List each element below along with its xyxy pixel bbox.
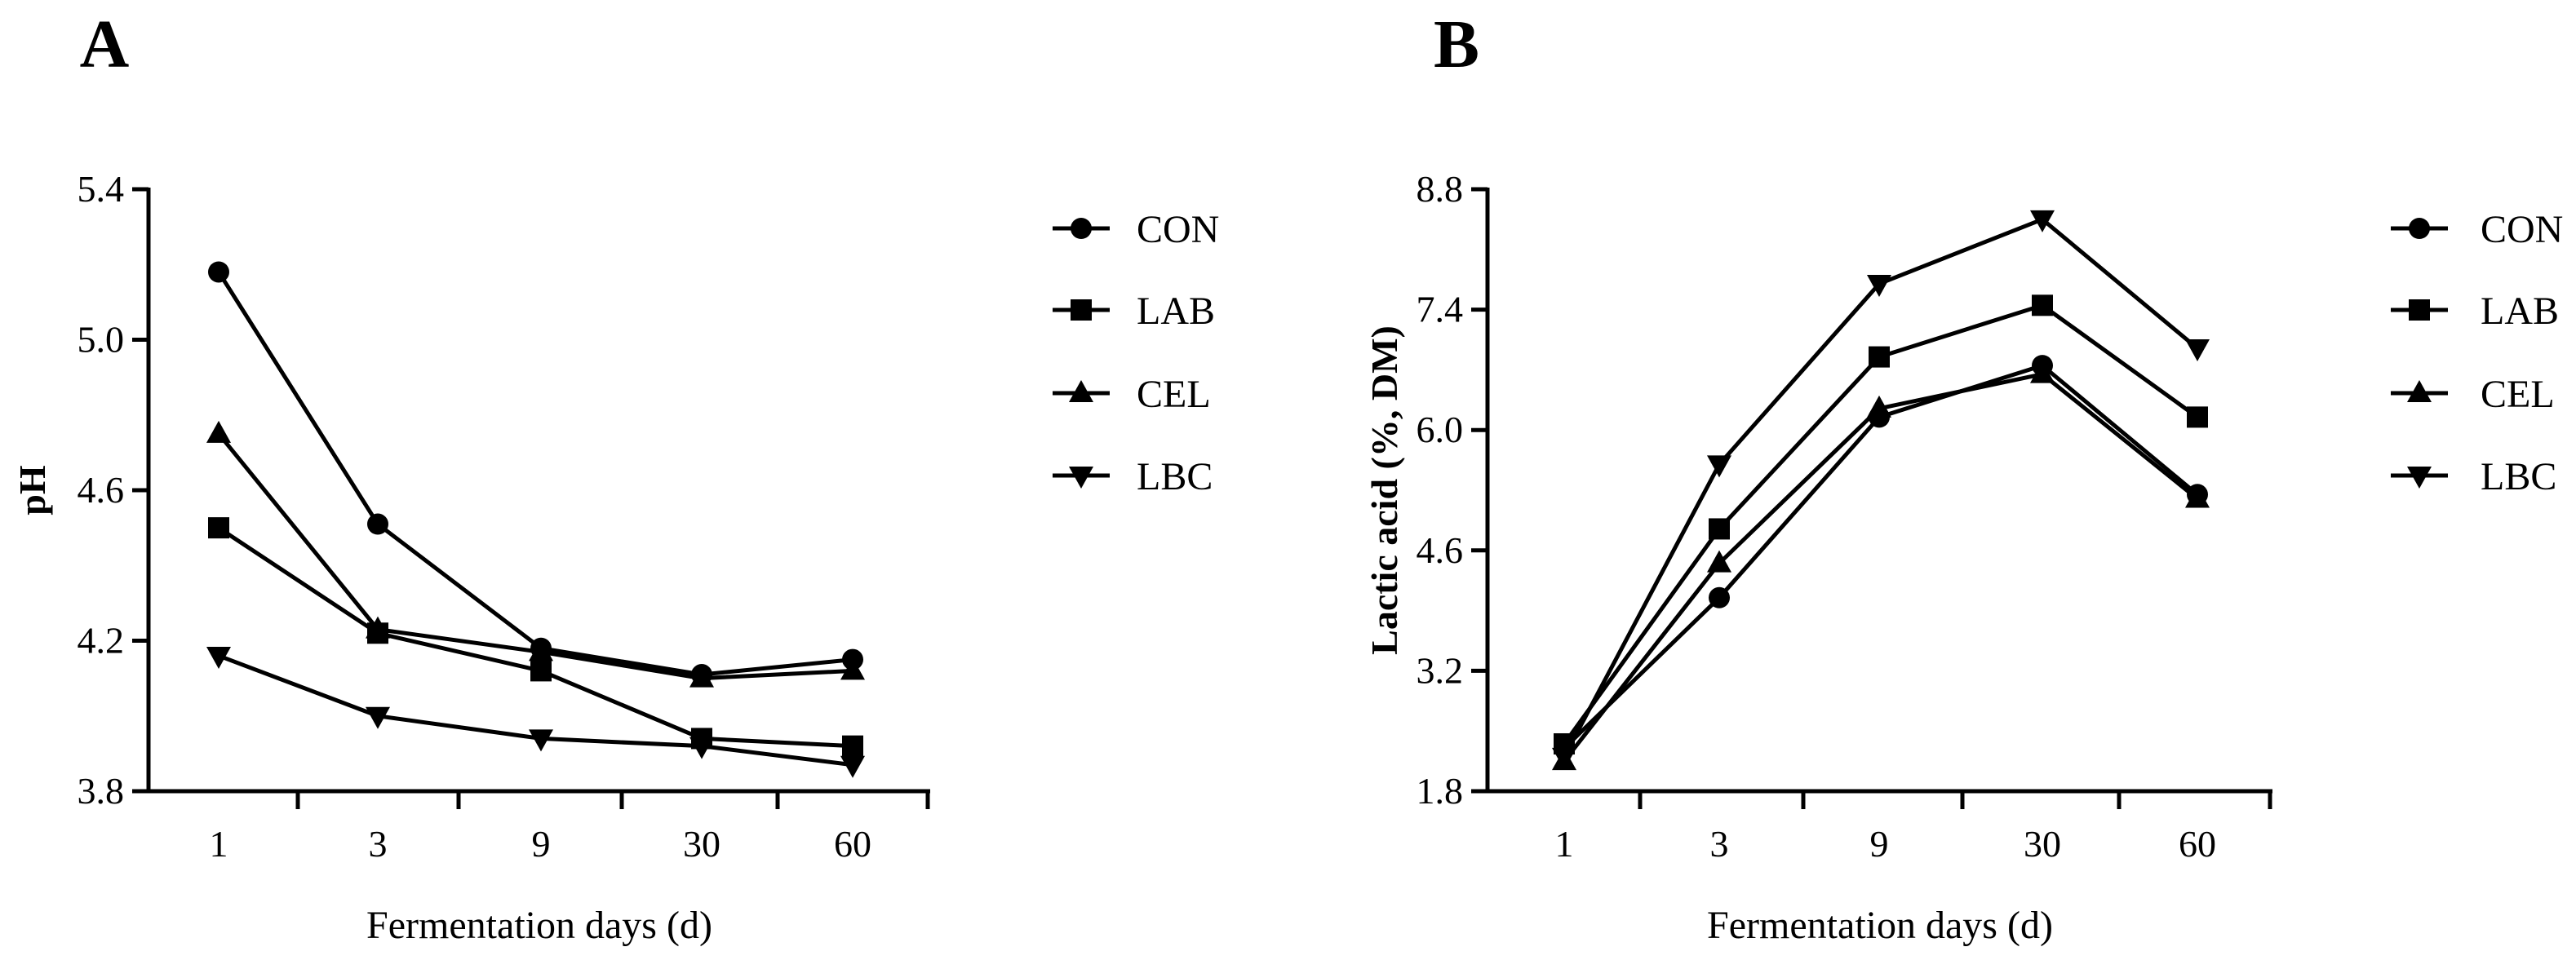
legend-label-lab: LAB bbox=[2481, 290, 2559, 333]
y-tick-label: 8.8 bbox=[1417, 168, 1464, 210]
data-point-cel bbox=[689, 665, 714, 688]
data-point-con bbox=[367, 513, 388, 535]
series-line-lab bbox=[1562, 303, 2199, 746]
data-point-cel bbox=[1867, 395, 1891, 418]
data-point-lbc bbox=[840, 755, 865, 778]
legend-marker-lab bbox=[1071, 299, 1092, 321]
legend-marker-lbc bbox=[2407, 467, 2432, 489]
legend-label-lbc: LBC bbox=[1137, 455, 1213, 498]
x-tick-label: 3 bbox=[369, 823, 388, 865]
data-point-lab bbox=[2032, 294, 2053, 316]
y-tick-label: 3.2 bbox=[1417, 649, 1464, 691]
panel-letter: A bbox=[80, 7, 130, 82]
x-tick-label: 60 bbox=[834, 823, 871, 865]
data-point-cel bbox=[529, 639, 553, 661]
data-point-lbc bbox=[1707, 455, 1731, 478]
legend-label-lbc: LBC bbox=[2481, 455, 2556, 498]
y-tick-label: 5.0 bbox=[78, 319, 125, 361]
data-point-lbc bbox=[689, 737, 714, 759]
legend-label-cel: CEL bbox=[2481, 373, 2555, 416]
y-tick-label: 5.4 bbox=[78, 168, 125, 210]
data-point-lbc bbox=[1867, 274, 1891, 297]
data-point-cel bbox=[840, 657, 865, 680]
legend-label-cel: CEL bbox=[1137, 373, 1211, 416]
data-point-con bbox=[1709, 586, 1730, 608]
data-point-cel bbox=[206, 420, 231, 443]
legend-label-con: CON bbox=[1137, 208, 1219, 251]
series-line-lab bbox=[217, 526, 853, 749]
series-line-con bbox=[216, 271, 853, 677]
x-axis-title: Fermentation days (d) bbox=[366, 904, 712, 947]
data-point-lbc bbox=[2185, 339, 2210, 362]
y-tick-label: 1.8 bbox=[1417, 770, 1464, 812]
data-point-lab bbox=[1869, 346, 1890, 368]
panel-letter: B bbox=[1434, 7, 1479, 82]
data-point-lbc bbox=[2030, 210, 2055, 232]
data-point-lbc bbox=[206, 646, 231, 669]
data-point-lbc bbox=[366, 706, 390, 729]
legend-label-lab: LAB bbox=[1137, 290, 1215, 333]
data-point-cel bbox=[1707, 550, 1731, 573]
x-tick-label: 1 bbox=[210, 823, 228, 865]
data-point-lab bbox=[2187, 406, 2208, 428]
y-tick-label: 4.6 bbox=[1417, 529, 1464, 571]
data-point-lab bbox=[1709, 518, 1730, 540]
data-point-lbc bbox=[529, 729, 553, 752]
x-tick-label: 9 bbox=[532, 823, 551, 865]
data-point-lbc bbox=[1552, 747, 1576, 770]
x-tick-label: 9 bbox=[1870, 823, 1889, 865]
series-line-lbc bbox=[1562, 217, 2199, 758]
series-line-cel bbox=[1563, 372, 2199, 763]
legend-marker-lbc bbox=[1069, 467, 1093, 489]
data-point-lab bbox=[842, 735, 863, 757]
data-point-cel bbox=[366, 616, 390, 639]
data-point-lab bbox=[530, 660, 552, 682]
x-axis-title: Fermentation days (d) bbox=[1707, 904, 2053, 947]
legend-marker-lab bbox=[2409, 299, 2430, 321]
legend-marker-con bbox=[1071, 218, 1092, 239]
y-axis-title: Lactic acid (%, DM) bbox=[1363, 325, 1405, 655]
panel-a: A 3.8 4.2 4.6 5.0 5.4 1 3 9 30 60 Fermentation days… bbox=[11, 7, 1219, 947]
data-point-lab bbox=[208, 517, 229, 539]
legend-label-con: CON bbox=[2481, 208, 2563, 251]
legend-marker-cel bbox=[1069, 380, 1093, 402]
x-tick-label: 60 bbox=[2179, 823, 2216, 865]
panel-b: B 1.8 3.2 4.6 6.0 7.4 8.8 1 3 9 30 60 Fermentation d… bbox=[1363, 7, 2563, 947]
y-axis-title: pH bbox=[11, 465, 53, 515]
y-tick-label: 4.2 bbox=[78, 620, 125, 661]
data-point-cel bbox=[2030, 361, 2055, 383]
x-tick-label: 30 bbox=[2024, 823, 2061, 865]
data-point-con bbox=[208, 261, 229, 283]
y-tick-label: 4.6 bbox=[78, 469, 125, 511]
x-tick-label: 1 bbox=[1555, 823, 1574, 865]
legend-marker-cel bbox=[2407, 380, 2432, 402]
x-tick-label: 3 bbox=[1710, 823, 1729, 865]
y-tick-label: 3.8 bbox=[78, 770, 125, 812]
y-tick-label: 6.0 bbox=[1417, 409, 1464, 450]
legend-marker-con bbox=[2409, 218, 2430, 239]
x-tick-label: 30 bbox=[683, 823, 720, 865]
y-tick-label: 7.4 bbox=[1417, 289, 1464, 330]
data-point-cel bbox=[2185, 485, 2210, 508]
